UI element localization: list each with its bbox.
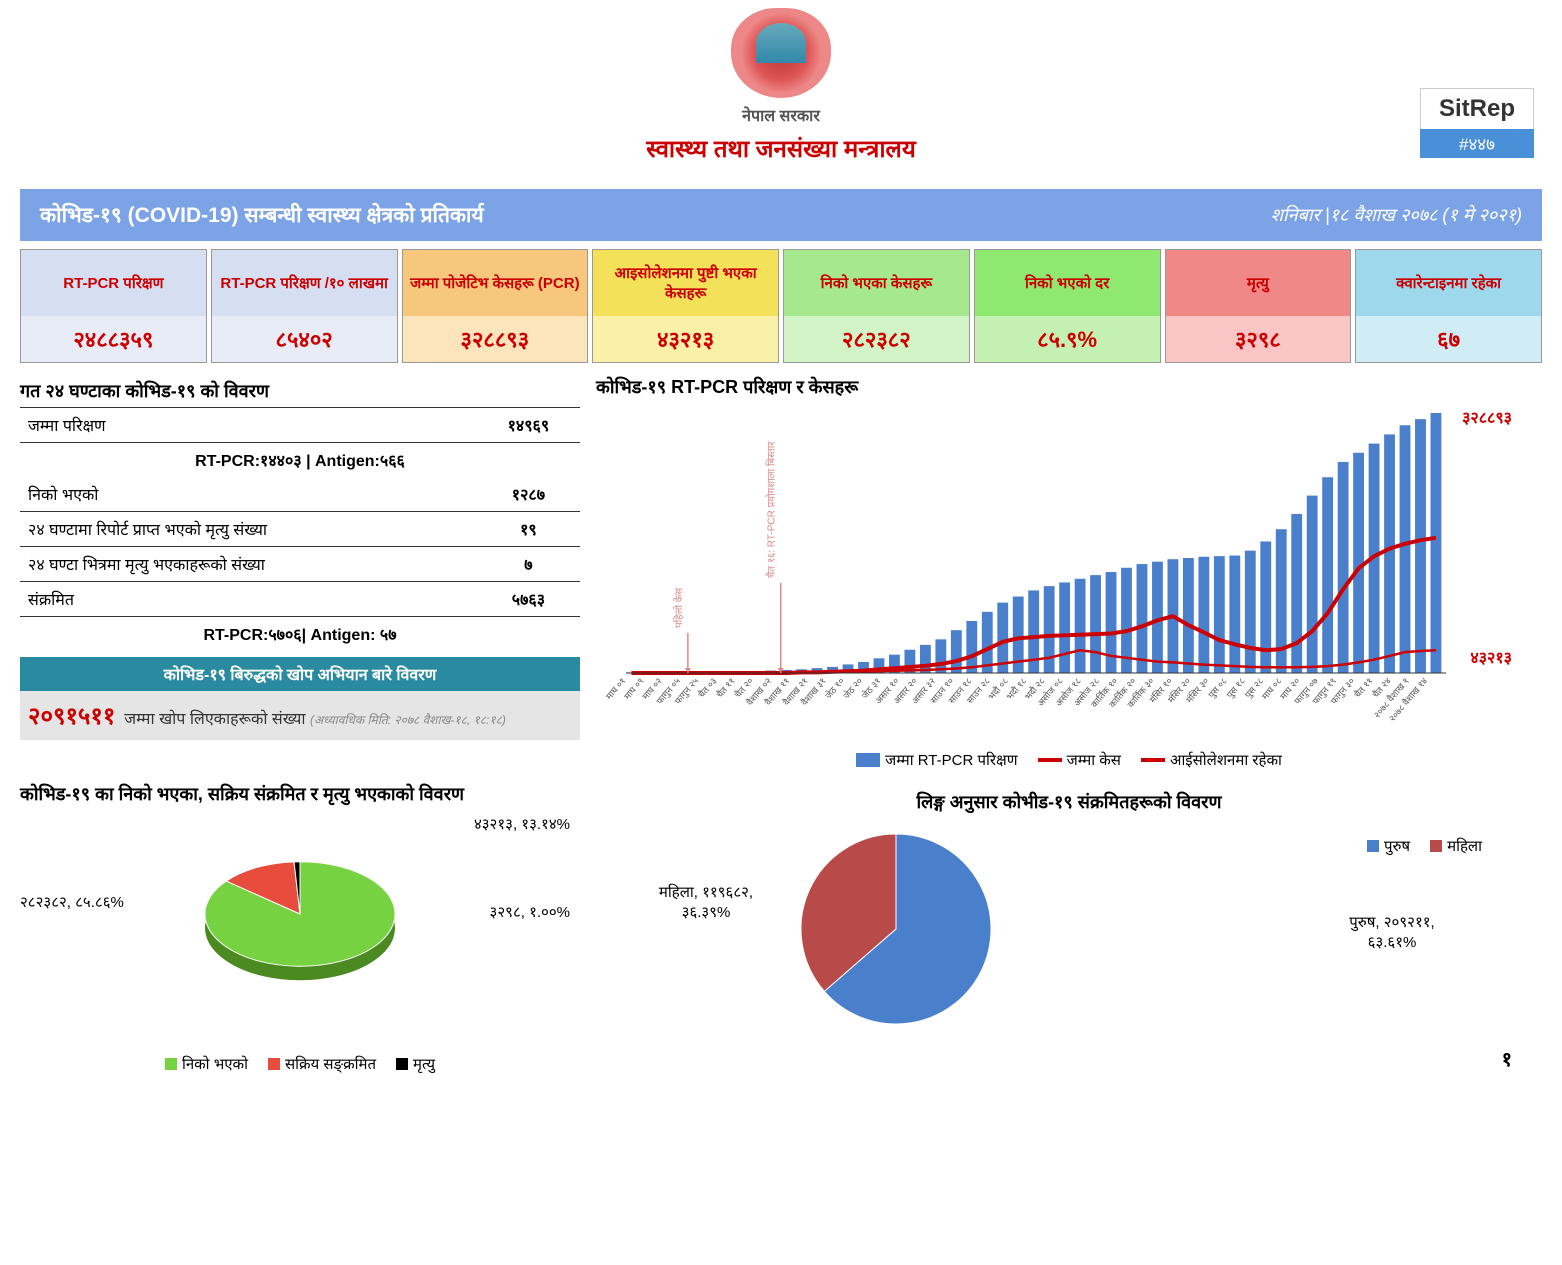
svg-text:चैत १६: RT-PCR प्रयोगशाला बिस्: चैत १६: RT-PCR प्रयोगशाला बिस्तार (766, 441, 778, 578)
table-row: जम्मा परिक्षण१४९६९ (20, 408, 580, 443)
row-label: निको भएको (20, 477, 477, 512)
table-row: निको भएको१२८७ (20, 477, 580, 512)
barchart-legend: जम्मा RT-PCR परिक्षण जम्मा केस आईसोलेशनमा … (596, 750, 1542, 770)
report-date: शनिबार |१८ वैशाख २०७८ (१ मे २०२१) (1271, 203, 1522, 227)
vaccine-count: २०९१५११ (28, 703, 115, 730)
vaccine-value-row: २०९१५११ जम्मा खोप लिएकाहरूको संख्या (अध्… (20, 691, 580, 740)
svg-text:चैत ०३: चैत ०३ (696, 675, 719, 699)
pie1-label-active: ४३२१३, १३.१४% (474, 814, 570, 834)
legend-item: महिला (1430, 836, 1482, 856)
row-note: RT-PCR:५७०६| Antigen: ५७ (20, 617, 580, 652)
last24-table: जम्मा परिक्षण१४९६९RT-PCR:१४४०३ | Antigen… (20, 408, 580, 651)
svg-text:पुस १८: पुस १८ (1225, 676, 1248, 701)
pie2-chart (776, 814, 1016, 1034)
stat-box: जम्मा पोजेटिभ केसहरू (PCR)३२८८९३ (402, 249, 589, 363)
table-row: २४ घण्टा भित्रमा मृत्यु भएकाहरूको संख्या… (20, 547, 580, 582)
report-title: कोभिड-१९ (COVID-19) सम्बन्धी स्वास्थ्य क… (40, 201, 484, 229)
page-number: १ (1502, 1045, 1512, 1072)
stat-box: निको भएका केसहरू२८२३८२ (783, 249, 970, 363)
vaccine-title: कोभिड-१९ बिरुद्धको खोप अभियान बारे विवरण (20, 657, 580, 691)
row-label: २४ घण्टामा रिपोर्ट प्राप्त भएको मृत्यु स… (20, 512, 477, 547)
report-header: नेपाल सरकार स्वास्थ्य तथा जनसंख्या मन्त्… (20, 8, 1542, 165)
pie1-chart (170, 814, 430, 1024)
stat-label: निको भएका केसहरू (784, 250, 969, 316)
stat-label: जम्मा पोजेटिभ केसहरू (PCR) (403, 250, 588, 316)
government-label: नेपाल सरकार (20, 104, 1542, 126)
stat-box: क्वारेन्टाइनमा रहेका६७ (1355, 249, 1542, 363)
legend-item: मृत्यु (396, 1054, 435, 1074)
legend-item: आईसोलेशनमा रहेका (1141, 750, 1282, 770)
row-label: संक्रमित (20, 582, 477, 617)
barchart-title: कोभिड-१९ RT-PCR परिक्षण र केसहरू (596, 375, 1542, 399)
vaccine-box: कोभिड-१९ बिरुद्धको खोप अभियान बारे विवरण… (20, 657, 580, 740)
pie1-section: कोभिड-१९ का निको भएका, सक्रिय संक्रमित र… (20, 782, 580, 1082)
table-row: २४ घण्टामा रिपोर्ट प्राप्त भएको मृत्यु स… (20, 512, 580, 547)
stat-box: RT-PCR परिक्षण२४८८३५९ (20, 249, 207, 363)
row-value: १९ (477, 512, 580, 547)
pie2-label-male: पुरुष, २०९२११, ६३.६१% (1332, 912, 1452, 952)
rtpcr-barchart: ३२८८९३ ४३२१३ पहिलो केस चैत १६: RT-PCR प्रयो… (596, 403, 1516, 743)
last24-section: गत २४ घण्टाका कोभिड-१९ को विवरण जम्मा पर… (20, 375, 580, 770)
svg-text:जेठ २०: जेठ २० (841, 675, 865, 701)
sitrep-text: SitRep (1420, 88, 1534, 129)
pie2-legend: पुरुष महिला (1367, 836, 1482, 856)
pie1-title: कोभिड-१९ का निको भएका, सक्रिय संक्रमित र… (20, 782, 580, 806)
svg-text:पुस ०८: पुस ०८ (1206, 676, 1229, 701)
table-row: संक्रमित५७६३ (20, 582, 580, 617)
stat-value: ८५४०२ (212, 316, 397, 362)
stat-value: ३२८८९३ (403, 316, 588, 362)
vaccine-note: (अध्यावधिक मिति: २०७८ वैशाख-१८, १८:१८) (310, 713, 506, 727)
legend-item: पुरुष (1367, 836, 1410, 856)
stat-box: निको भएको दर८५.९% (974, 249, 1161, 363)
svg-text:चैत ११: चैत ११ (714, 675, 737, 699)
legend-item: निको भएको (165, 1054, 248, 1074)
stat-label: क्वारेन्टाइनमा रहेका (1356, 250, 1541, 316)
pie2-label-female: महिला, ११९६८२, ३६.३९% (636, 882, 776, 922)
svg-text:३२८८९३: ३२८८९३ (1462, 410, 1512, 427)
stat-value: ६७ (1356, 316, 1541, 362)
svg-text:४३२१३: ४३२१३ (1470, 650, 1512, 667)
row-value: १४९६९ (477, 408, 580, 443)
svg-text:जेठ १०: जेठ १० (822, 675, 846, 701)
stat-box: RT-PCR परिक्षण /१० लाखमा८५४०२ (211, 249, 398, 363)
barchart-section: कोभिड-१९ RT-PCR परिक्षण र केसहरू ३२८८९३ ४… (596, 375, 1542, 770)
stat-label: निको भएको दर (975, 250, 1160, 316)
vaccine-label: जम्मा खोप लिएकाहरूको संख्या (124, 711, 305, 728)
row-value: ७ (477, 547, 580, 582)
pie1-label-death: ३२९८, १.००% (490, 902, 570, 922)
pie1-legend: निको भएको सक्रिय सङ्क्रमित मृत्यु (20, 1054, 580, 1074)
stat-label: मृत्यु (1166, 250, 1351, 316)
pie2-section: लिङ्ग अनुसार कोभीड-१९ संक्रमितहरूको विवर… (596, 782, 1542, 1082)
stat-value: ३२९८ (1166, 316, 1351, 362)
stat-value: २४८८३५९ (21, 316, 206, 362)
stat-box: आइसोलेशनमा पुष्टी भएका केसहरू४३२१३ (592, 249, 779, 363)
sitrep-number: #४४७ (1420, 129, 1534, 158)
last24-title: गत २४ घण्टाका कोभिड-१९ को विवरण (20, 375, 580, 408)
stat-box: मृत्यु३२९८ (1165, 249, 1352, 363)
legend-item: जम्मा केस (1038, 750, 1121, 770)
stat-value: २८२३८२ (784, 316, 969, 362)
stat-value: ४३२१३ (593, 316, 778, 362)
title-bar: कोभिड-१९ (COVID-19) सम्बन्धी स्वास्थ्य क… (20, 189, 1542, 241)
pie1-label-recov: २८२३८२, ८५.८६% (20, 892, 124, 912)
row-label: जम्मा परिक्षण (20, 408, 477, 443)
legend-item: जम्मा RT-PCR परिक्षण (856, 750, 1018, 770)
ministry-label: स्वास्थ्य तथा जनसंख्या मन्त्रालय (20, 132, 1542, 165)
pie2-title: लिङ्ग अनुसार कोभीड-१९ संक्रमितहरूको विवर… (596, 790, 1542, 814)
row-value: ५७६३ (477, 582, 580, 617)
legend-item: सक्रिय सङ्क्रमित (268, 1054, 376, 1074)
row-value: १२८७ (477, 477, 580, 512)
nepal-emblem-icon (731, 8, 831, 98)
stat-value: ८५.९% (975, 316, 1160, 362)
row-note: RT-PCR:१४४०३ | Antigen:५६६ (20, 443, 580, 478)
svg-text:चैत ११: चैत ११ (1352, 675, 1375, 699)
sitrep-badge: SitRep #४४७ (1420, 88, 1534, 158)
stat-label: RT-PCR परिक्षण /१० लाखमा (212, 250, 397, 316)
stats-row: RT-PCR परिक्षण२४८८३५९RT-PCR परिक्षण /१० … (20, 249, 1542, 363)
svg-text:पहिलो केस: पहिलो केस (673, 588, 685, 628)
stat-label: आइसोलेशनमा पुष्टी भएका केसहरू (593, 250, 778, 316)
stat-label: RT-PCR परिक्षण (21, 250, 206, 316)
row-label: २४ घण्टा भित्रमा मृत्यु भएकाहरूको संख्या (20, 547, 477, 582)
